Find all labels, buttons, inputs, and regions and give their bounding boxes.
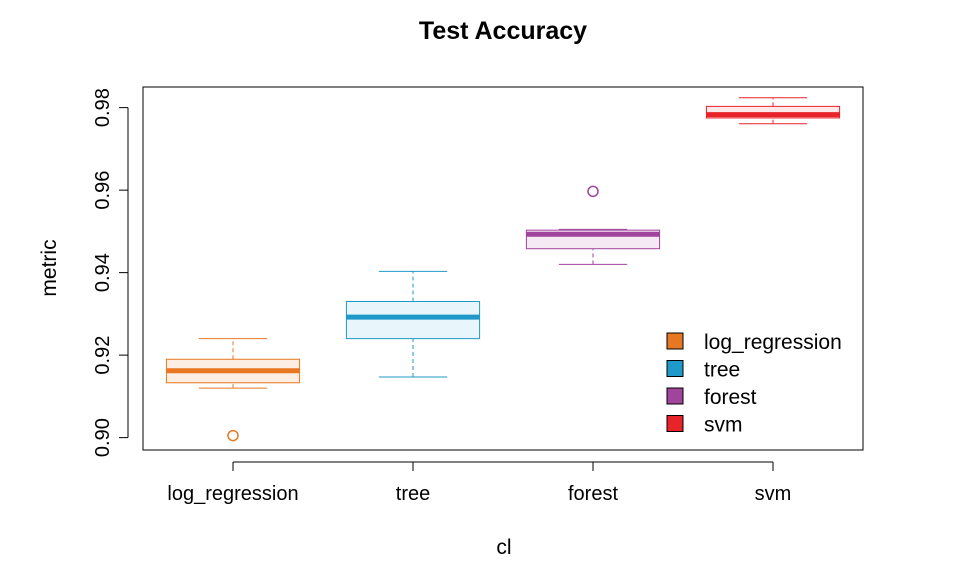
outlier-point (227, 429, 239, 442)
legend-label: forest (704, 386, 757, 409)
plot-frame (142, 86, 864, 451)
legend-label: tree (704, 359, 740, 382)
y-axis-label: metric (38, 239, 61, 296)
x-tick-label: log_regression (167, 483, 298, 505)
y-tick-label: 0.96 (92, 171, 114, 210)
y-tick-label: 0.92 (92, 336, 114, 375)
x-axis: log_regression tree forest svm (167, 461, 792, 505)
legend-label: svm (704, 414, 743, 437)
y-axis: 0.90 0.92 0.94 0.96 0.98 (92, 88, 129, 457)
y-tick-label: 0.94 (92, 253, 114, 292)
x-axis-label: cl (496, 536, 511, 559)
box-svm (705, 97, 841, 125)
legend-swatch (666, 387, 684, 405)
legend-swatch (666, 332, 684, 350)
x-tick-label: tree (396, 483, 430, 505)
legend-label: log_regression (704, 331, 842, 354)
box-tree (345, 270, 481, 378)
legend-swatch (666, 360, 684, 377)
y-tick-label: 0.90 (92, 418, 114, 457)
boxes (165, 97, 841, 442)
box-log_regression (165, 338, 301, 442)
legend-swatch (666, 415, 684, 432)
x-tick-label: forest (568, 483, 618, 505)
outlier-point (587, 185, 599, 198)
box-iqr (345, 301, 481, 340)
y-tick-label: 0.98 (92, 88, 114, 127)
box-forest (525, 185, 661, 265)
chart-title: Test Accuracy (419, 17, 587, 45)
x-tick-label: svm (755, 483, 792, 505)
